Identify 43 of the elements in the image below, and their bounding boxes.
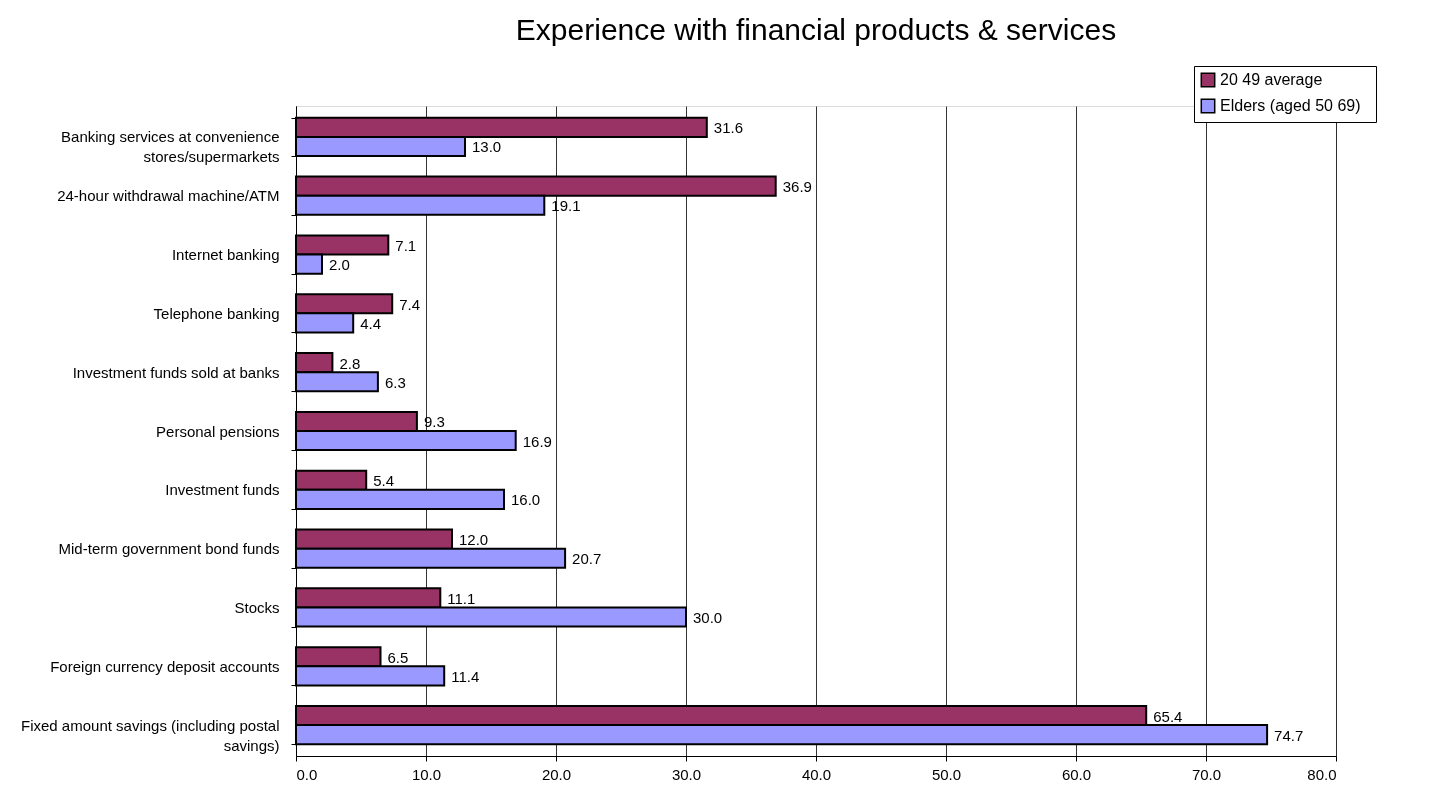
data-label: 13.0 [472,138,502,156]
data-label: 11.4 [451,667,480,685]
data-label: 74.7 [1274,726,1304,744]
data-label: 4.4 [360,314,382,332]
data-label: 5.4 [373,472,395,490]
x-tick-label: 30.0 [671,765,702,783]
data-label: 2.8 [339,354,361,372]
x-tick-label: 20.0 [541,765,572,783]
data-label: 16.9 [522,432,552,450]
data-label: 6.5 [387,648,409,666]
y-tick-label: 24-hour withdrawal machine/ATM [57,187,280,205]
chart-title: Experience with financial products & services [515,12,1117,46]
x-tick-label: 50.0 [931,765,962,783]
y-tick-label: Stocks [234,598,280,616]
y-tick-label: Mid-term government bond funds [58,540,280,558]
y-tick-label: Fixed amount savings (including postal savings) [21,716,280,754]
y-tick-label: Investment funds [165,481,280,499]
y-tick-label: Telephone banking [153,304,280,322]
y-tick-label: Investment funds sold at banks [72,363,280,381]
legend-label: Elders (aged 50 69) [1220,97,1361,114]
data-label: 7.4 [399,295,421,313]
data-label: 30.0 [693,609,723,627]
data-label: 36.9 [782,178,812,196]
x-tick-label: 0.0 [296,765,318,783]
data-label: 6.3 [384,373,406,391]
y-tick-label: Internet banking [171,246,280,264]
x-tick-label: 10.0 [411,765,442,783]
data-label: 12.0 [459,531,489,549]
data-label: 31.6 [713,119,743,137]
legend-label: 20 49 average [1220,71,1323,88]
data-label: 7.1 [395,236,417,254]
y-tick-label: Banking services at convenience stores/supermarkets [61,128,280,166]
x-tick-label: 70.0 [1191,765,1222,783]
data-label: 65.4 [1153,707,1183,725]
x-tick-label: 40.0 [801,765,832,783]
y-tick-label: Personal pensions [156,422,280,440]
x-tick-label: 80.0 [1307,765,1337,783]
data-label: 2.0 [329,256,350,274]
x-tick-label: 60.0 [1061,765,1092,783]
data-label: 20.7 [572,550,602,568]
data-label: 16.0 [511,491,541,509]
y-tick-label: Foreign currency deposit accounts [50,657,280,675]
data-label: 11.1 [447,589,476,607]
